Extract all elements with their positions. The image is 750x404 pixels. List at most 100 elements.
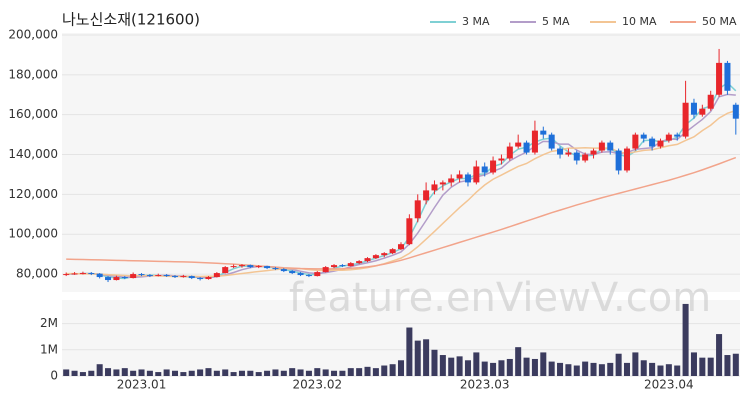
candle-body [289, 271, 296, 274]
volume-bar [180, 372, 187, 376]
volume-bar [707, 357, 714, 376]
candle-body [490, 160, 497, 173]
volume-bar [205, 368, 212, 376]
volume-bar [389, 364, 396, 376]
volume-bar [431, 349, 438, 376]
candle-body [674, 134, 681, 137]
candle-body [230, 266, 237, 268]
candle-body [707, 94, 714, 109]
candle-body [71, 273, 78, 275]
candle-body [431, 184, 438, 191]
volume-bar [724, 355, 731, 376]
candle-body [339, 265, 346, 267]
volume-bar [280, 370, 287, 376]
candle-body [649, 138, 656, 147]
candle-body [88, 273, 95, 275]
x-tick-label: 2023.03 [460, 378, 510, 392]
volume-bar [582, 361, 589, 376]
candle-body [632, 134, 639, 149]
volume-bar [414, 340, 421, 376]
y-tick-label: 180,000 [8, 67, 58, 81]
candle-body [305, 275, 312, 277]
volume-bar [690, 352, 697, 376]
volume-bar [289, 368, 296, 376]
candle-body [506, 146, 513, 159]
volume-bar [523, 357, 530, 376]
volume-bar [665, 364, 672, 376]
volume-bar [573, 365, 580, 376]
candle-body [590, 150, 597, 155]
volume-bar [297, 369, 304, 376]
volume-bar [305, 370, 312, 376]
candle-body [247, 265, 254, 268]
candle-body [573, 152, 580, 161]
volume-bar [71, 370, 78, 376]
volume-bar [272, 369, 279, 376]
candle-body [347, 263, 354, 267]
volume-bar [640, 360, 647, 376]
volume-bar [314, 368, 321, 376]
candle-body [255, 266, 262, 268]
volume-bar [464, 360, 471, 376]
candle-body [264, 266, 271, 269]
volume-bar [364, 366, 371, 376]
candle-body [439, 182, 446, 185]
candle-body [63, 274, 70, 276]
candle-body [331, 265, 338, 268]
volume-bar [197, 369, 204, 376]
volume-bar [372, 368, 379, 376]
volume-bar [264, 370, 271, 376]
y-tick-label: 1M [40, 342, 58, 356]
candle-body [121, 277, 128, 279]
candle-body [582, 154, 589, 161]
candle-body [414, 200, 421, 219]
volume-bar [439, 355, 446, 376]
candle-body [180, 276, 187, 278]
volume-bar [347, 368, 354, 376]
y-tick-label: 160,000 [8, 107, 58, 121]
volume-bar [732, 353, 739, 376]
candle-body [515, 142, 522, 147]
candle-body [372, 255, 379, 259]
volume-bar [456, 356, 463, 376]
candle-body [498, 158, 505, 161]
volume-bar [481, 361, 488, 376]
candle-body [280, 269, 287, 272]
candle-body [557, 148, 564, 155]
candle-body [423, 190, 430, 201]
volume-bar [506, 358, 513, 376]
volume-bar [322, 369, 329, 376]
candle-body [79, 273, 86, 275]
volume-bar [339, 370, 346, 376]
volume-bar [255, 372, 262, 376]
legend-label: 50 MA [702, 15, 737, 28]
volume-bar [96, 364, 103, 376]
candle-body [171, 276, 179, 278]
candle-body [146, 275, 153, 277]
candle-body [213, 273, 220, 278]
volume-bar [557, 362, 564, 376]
volume-bar [590, 362, 597, 376]
candle-body [238, 265, 245, 267]
candle-body [716, 62, 723, 95]
volume-bar [699, 357, 706, 376]
candle-body [640, 134, 647, 139]
volume-bar [238, 370, 245, 376]
y-tick-label: 0 [50, 369, 58, 383]
candle-body [272, 268, 279, 270]
volume-bar [615, 353, 622, 376]
legend-label: 10 MA [622, 15, 657, 28]
volume-bar [138, 369, 145, 376]
candle-body [665, 134, 672, 141]
candle-body [699, 108, 706, 115]
volume-bar [682, 303, 689, 376]
ma-line [66, 156, 737, 270]
candle-body [406, 218, 413, 245]
volume-bar [540, 352, 547, 376]
volume-bar [397, 360, 405, 376]
volume-bar [130, 370, 137, 376]
candle-body [565, 152, 572, 155]
candle-body [724, 62, 731, 91]
